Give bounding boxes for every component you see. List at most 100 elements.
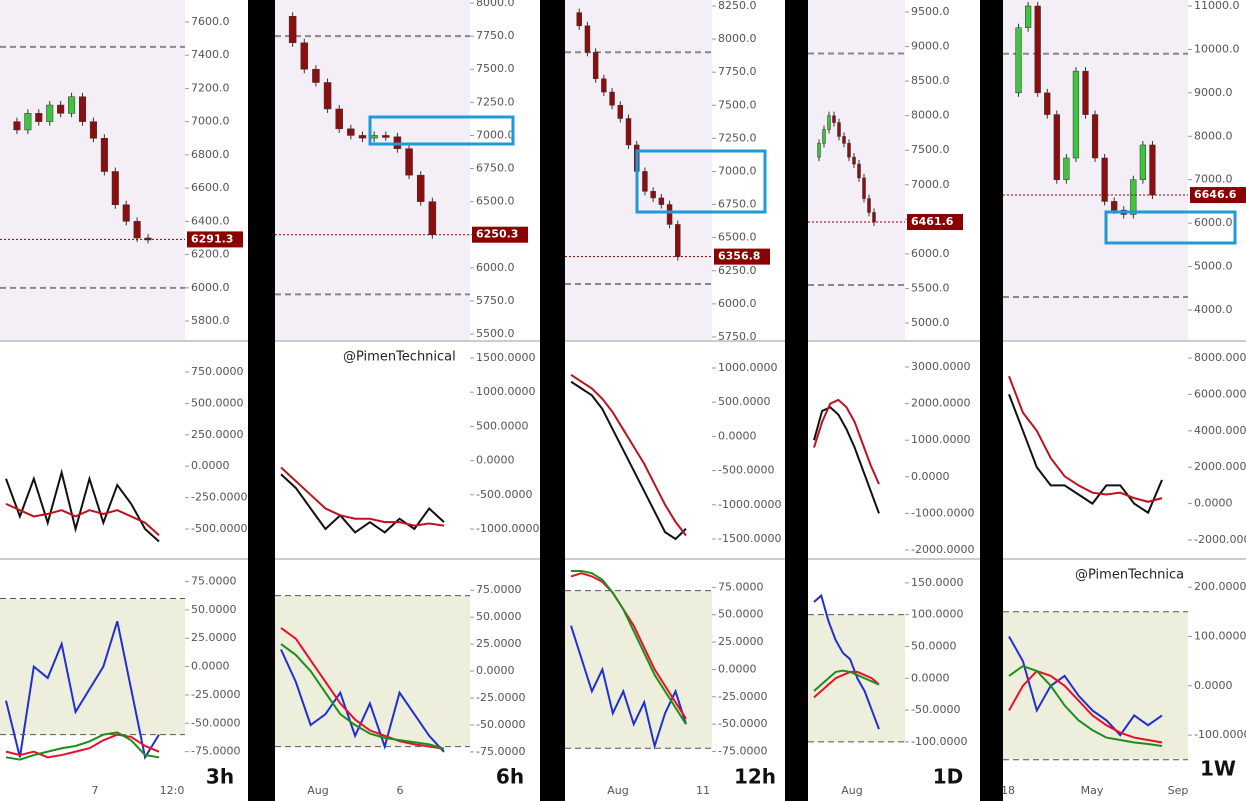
y-tick-label: 8000.0 bbox=[911, 109, 950, 122]
y-tick-label: 6400.0 bbox=[191, 214, 230, 227]
y-tick-label: 0.0000 bbox=[191, 660, 230, 673]
y-tick-label: 150.0000 bbox=[911, 576, 964, 589]
candle bbox=[428, 201, 437, 235]
y-tick-label: 0.0000 bbox=[476, 454, 515, 467]
candle bbox=[827, 115, 831, 130]
y-tick-label: 6000.0 bbox=[476, 261, 515, 274]
y-tick-label: 8500.0 bbox=[911, 74, 950, 87]
y-tick-label: 8000.0 bbox=[718, 32, 757, 45]
candle bbox=[1139, 144, 1146, 180]
candle bbox=[1034, 5, 1041, 94]
last-price-label: 6646.6 bbox=[1194, 188, 1237, 201]
osc-band bbox=[0, 598, 185, 735]
y-tick-label: 6200.0 bbox=[191, 248, 230, 261]
y-tick-label: 5000.0 bbox=[1194, 260, 1233, 273]
candle bbox=[68, 96, 76, 114]
series-line bbox=[5, 620, 160, 761]
y-tick-label: 1000.0000 bbox=[911, 433, 971, 446]
y-tick-label: 75.0000 bbox=[191, 575, 237, 588]
x-tick-label: 11 bbox=[696, 784, 710, 797]
y-tick-label: -75.0000 bbox=[191, 745, 240, 758]
series-line bbox=[570, 373, 687, 537]
y-tick-label: 750.0000 bbox=[191, 365, 244, 378]
y-tick-label: 7750.0 bbox=[718, 65, 757, 78]
series-line bbox=[813, 670, 880, 699]
y-tick-label: -100.0000 bbox=[1194, 728, 1246, 741]
candle bbox=[122, 204, 130, 222]
last-price-tag bbox=[907, 213, 963, 230]
y-tick-label: 7500.0 bbox=[718, 98, 757, 111]
y-tick-label: 0.0000 bbox=[718, 429, 757, 442]
y-tick-label: 8000.0 bbox=[476, 0, 515, 9]
y-tick-label: 5000.0 bbox=[911, 316, 950, 329]
candle bbox=[405, 148, 413, 176]
y-tick-label: 200.0000 bbox=[1194, 580, 1246, 593]
y-tick-label: 0.0000 bbox=[911, 470, 950, 483]
candle bbox=[592, 52, 599, 80]
y-tick-label: 7000.0 bbox=[191, 115, 230, 128]
y-tick-label: 8250.0 bbox=[718, 0, 757, 12]
candle bbox=[675, 224, 681, 257]
timeframe-label: 1W bbox=[1200, 757, 1236, 781]
candle bbox=[24, 113, 32, 131]
y-tick-label: -25.0000 bbox=[718, 690, 767, 703]
y-tick-label: 4000.0000 bbox=[1194, 424, 1246, 437]
series-line bbox=[280, 466, 445, 527]
series-line bbox=[813, 593, 880, 730]
y-tick-label: 7000.0 bbox=[1194, 173, 1233, 186]
candle bbox=[872, 212, 876, 223]
candle bbox=[1015, 27, 1022, 94]
y-tick-label: 50.0000 bbox=[718, 608, 764, 621]
y-tick-label: 7600.0 bbox=[191, 15, 230, 28]
y-tick-label: -50.0000 bbox=[476, 718, 525, 731]
y-tick-label: 1000.0000 bbox=[718, 361, 778, 374]
y-tick-label: 7500.0 bbox=[476, 62, 515, 75]
series-line bbox=[280, 643, 445, 750]
y-tick-label: -75.0000 bbox=[476, 745, 525, 758]
x-tick-label: Sep bbox=[1168, 784, 1189, 797]
series-line bbox=[280, 627, 445, 750]
y-tick-label: 50.0000 bbox=[476, 610, 522, 623]
osc-band bbox=[565, 590, 712, 749]
last-price-label: 6356.8 bbox=[718, 250, 760, 263]
x-tick-label: 18 bbox=[1001, 784, 1015, 797]
y-tick-label: -100.0000 bbox=[911, 735, 967, 748]
y-tick-label: 25.0000 bbox=[191, 631, 237, 644]
y-tick-label: -1000.0000 bbox=[911, 506, 974, 519]
candle bbox=[100, 138, 108, 172]
candle bbox=[300, 42, 309, 70]
y-tick-label: 10000.0 bbox=[1194, 42, 1240, 55]
candle bbox=[347, 128, 355, 136]
candle bbox=[312, 68, 320, 83]
y-tick-label: 75.0000 bbox=[718, 580, 764, 593]
y-tick-label: -25.0000 bbox=[191, 688, 240, 701]
candle bbox=[822, 129, 826, 144]
last-price-label: 6291.3 bbox=[191, 232, 233, 245]
y-tick-label: -25.0000 bbox=[476, 691, 525, 704]
y-tick-label: -250.0000 bbox=[191, 491, 247, 504]
candle bbox=[382, 135, 390, 138]
x-tick-label: Aug bbox=[841, 784, 862, 797]
y-tick-label: 7400.0 bbox=[191, 48, 230, 61]
candle bbox=[584, 25, 591, 53]
candle bbox=[1044, 92, 1051, 115]
y-tick-label: 6000.0 bbox=[911, 247, 950, 260]
candle bbox=[323, 82, 332, 110]
last-price-label: 6250.3 bbox=[476, 228, 518, 241]
series-line bbox=[813, 398, 880, 485]
y-tick-label: 0.0000 bbox=[1194, 497, 1233, 510]
y-tick-label: 75.0000 bbox=[476, 583, 522, 596]
y-tick-label: 0.0000 bbox=[1194, 679, 1233, 692]
osc-band bbox=[275, 595, 470, 747]
y-tick-label: 0.0000 bbox=[191, 459, 230, 472]
candle bbox=[1072, 70, 1080, 159]
y-tick-label: 25.0000 bbox=[476, 637, 522, 650]
candle bbox=[78, 96, 87, 122]
series-line bbox=[5, 468, 160, 543]
y-tick-label: 50.0000 bbox=[911, 639, 957, 652]
candle bbox=[416, 174, 425, 202]
timeframe-label: 12h bbox=[734, 765, 776, 789]
candle bbox=[1063, 157, 1070, 180]
candle bbox=[867, 198, 871, 213]
x-tick-label: 6 bbox=[397, 784, 404, 797]
